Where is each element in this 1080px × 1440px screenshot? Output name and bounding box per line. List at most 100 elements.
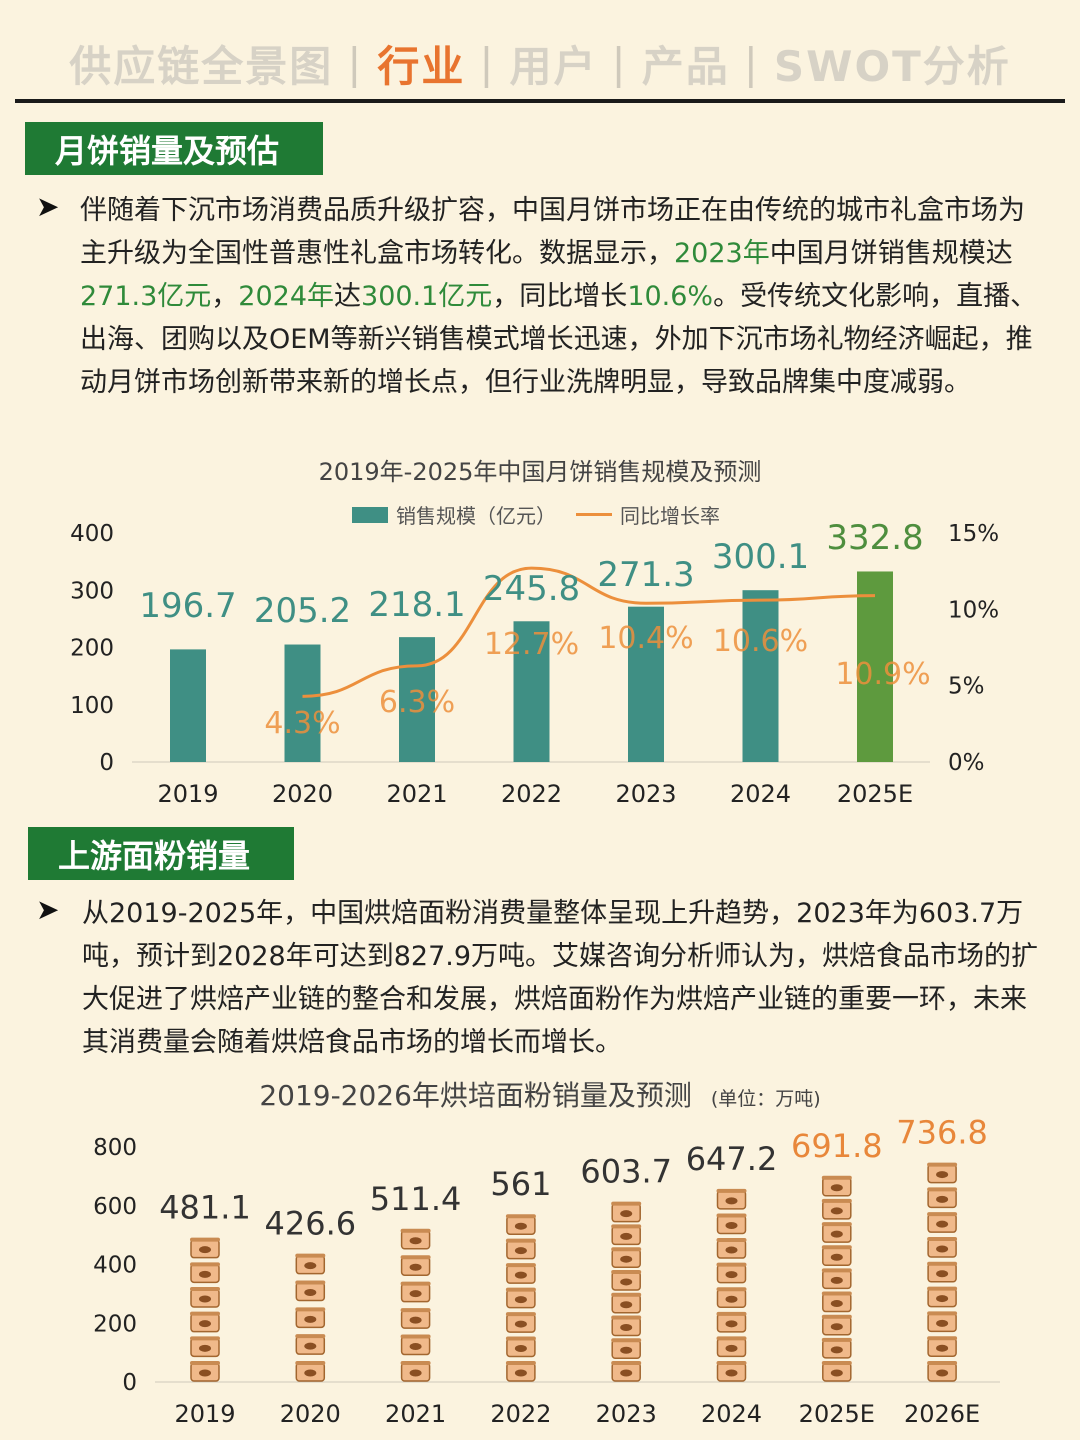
- flour-bag-icon: [611, 1361, 642, 1382]
- flour-bag-rim: [295, 1280, 326, 1285]
- flour-bag-icon: [821, 1268, 852, 1290]
- flour-bag-rim: [716, 1287, 747, 1292]
- flour-bag-emblem: [514, 1271, 527, 1279]
- nav-tab-1[interactable]: 行业: [377, 41, 466, 91]
- flour-bag-icon: [295, 1253, 326, 1275]
- flour-bag-icon: [611, 1338, 642, 1359]
- paragraph-text: ，同比增长: [492, 281, 628, 312]
- flour-bag-emblem: [514, 1320, 527, 1328]
- flour-bag-icon: [716, 1361, 747, 1382]
- nav-tab-0[interactable]: 供应链全景图: [69, 41, 334, 91]
- flour-bag-icon: [295, 1307, 326, 1329]
- flour-bag-rim: [821, 1222, 852, 1227]
- chart1-xtick: 2019: [157, 780, 218, 808]
- flour-bag-emblem: [830, 1300, 843, 1308]
- flour-bag-emblem: [830, 1184, 843, 1192]
- flour-bag-icon: [821, 1245, 852, 1266]
- legend-line-swatch: [576, 513, 612, 516]
- chart2-value-label: 511.4: [370, 1180, 462, 1218]
- section1-paragraph: 伴随着下沉市场消费品质升级扩容，中国月饼市场正在由传统的城市礼盒市场为主升级为全…: [80, 189, 1040, 404]
- flour-bag-icon: [821, 1198, 852, 1220]
- section-tag-mooncake: 月饼销量及预估: [25, 122, 323, 175]
- flour-bag-rim: [400, 1334, 431, 1339]
- top-nav: 供应链全景图 | 行业 | 用户 | 产品 | SWOT分析: [0, 28, 1080, 98]
- flour-bag-rim: [505, 1361, 536, 1365]
- flour-bag-emblem: [936, 1195, 949, 1203]
- flour-bag-rim: [821, 1175, 852, 1180]
- flour-bag-icon: [505, 1312, 536, 1333]
- flour-bag-icon: [190, 1237, 220, 1259]
- flour-bag-emblem: [830, 1230, 843, 1238]
- flour-bag-emblem: [304, 1262, 317, 1270]
- chart1-bar: [513, 621, 550, 762]
- flour-bag-emblem: [725, 1295, 738, 1303]
- flour-bag-icon: [611, 1292, 642, 1314]
- flour-bag-emblem: [199, 1320, 211, 1328]
- flour-bag-emblem: [514, 1345, 527, 1353]
- flour-bag-icon: [505, 1214, 536, 1235]
- flour-bag-rim: [821, 1291, 852, 1296]
- highlight-figure: 300.1亿元: [361, 281, 493, 312]
- chart1-title: 2019年-2025年中国月饼销售规模及预测: [318, 458, 762, 486]
- flour-bag-rim: [190, 1361, 220, 1365]
- chart1-bar-label: 245.8: [483, 569, 580, 609]
- section-tag-flour: 上游面粉销量: [28, 827, 294, 880]
- flour-bag-emblem: [620, 1232, 633, 1240]
- flour-bag-rim: [611, 1201, 642, 1206]
- bullet-arrow-icon: ➤: [36, 190, 60, 223]
- chart2-ytick: 0: [122, 1370, 137, 1396]
- flour-bag-rim: [927, 1336, 958, 1341]
- chart2-value-label: 736.8: [896, 1114, 988, 1152]
- chart1-legend: 销售规模（亿元） 同比增长率: [352, 500, 720, 529]
- chart1-bar-label: 332.8: [826, 518, 923, 558]
- nav-tab-4[interactable]: SWOT分析: [773, 41, 1011, 91]
- flour-bag-rim: [295, 1307, 326, 1312]
- nav-separator: |: [347, 38, 364, 88]
- chart2-xtick: 2021: [385, 1400, 446, 1428]
- flour-bag-icon: [295, 1334, 326, 1355]
- flour-bag-emblem: [514, 1247, 527, 1255]
- flour-bag-emblem: [620, 1210, 633, 1218]
- flour-bag-icon: [611, 1247, 642, 1268]
- legend-bar-swatch: [352, 506, 388, 523]
- chart1-ytick-left: 0: [99, 750, 114, 776]
- flour-bag-rim: [611, 1292, 642, 1297]
- flour-bag-rim: [611, 1247, 642, 1252]
- chart2-ytick: 800: [93, 1135, 137, 1161]
- legend-item-sales: 销售规模（亿元）: [396, 504, 556, 528]
- flour-bag-icon: [190, 1287, 220, 1308]
- nav-tab-3[interactable]: 产品: [641, 41, 730, 91]
- chart2-title: 2019-2026年烘培面粉销量及预测: [259, 1079, 692, 1112]
- nav-tab-2[interactable]: 用户: [509, 41, 598, 91]
- flour-bag-emblem: [936, 1295, 949, 1303]
- flour-bag-emblem: [409, 1263, 422, 1271]
- flour-bag-icon: [927, 1311, 958, 1333]
- chart2-xtick: 2022: [490, 1400, 551, 1428]
- paragraph-text: 中国月饼销售规模达: [769, 238, 1013, 269]
- chart1-rate-label: 10.6%: [713, 624, 808, 659]
- flour-bag-icon: [190, 1262, 220, 1284]
- flour-bag-emblem: [830, 1369, 843, 1377]
- chart1-rate-label: 4.3%: [264, 706, 340, 741]
- flour-bag-rim: [716, 1188, 747, 1193]
- flour-bag-emblem: [830, 1346, 843, 1354]
- flour-bag-icon: [821, 1291, 852, 1313]
- flour-bag-icon: [295, 1361, 326, 1382]
- flour-bag-icon: [927, 1236, 958, 1258]
- flour-bag-emblem: [620, 1278, 633, 1286]
- flour-bag-rim: [716, 1336, 747, 1341]
- chart1-ytick-right: 15%: [948, 521, 999, 547]
- chart1-ytick-right: 10%: [948, 597, 999, 623]
- chart2-xtick: 2024: [701, 1400, 762, 1428]
- chart2-xtick: 2023: [596, 1400, 657, 1428]
- flour-bag-emblem: [830, 1207, 843, 1215]
- flour-bag-icon: [716, 1262, 747, 1284]
- flour-bag-emblem: [304, 1315, 317, 1323]
- chart1-ytick-right: 0%: [948, 750, 985, 776]
- flour-bag-rim: [400, 1281, 431, 1286]
- flour-bag-icon: [716, 1336, 747, 1358]
- flour-bag-icon: [821, 1175, 852, 1197]
- section2-paragraph: 从2019-2025年，中国烘焙面粉消费量整体呈现上升趋势，2023年为603.…: [82, 898, 1039, 1058]
- flour-bag-rim: [821, 1198, 852, 1203]
- chart2-xtick: 2019: [174, 1400, 235, 1428]
